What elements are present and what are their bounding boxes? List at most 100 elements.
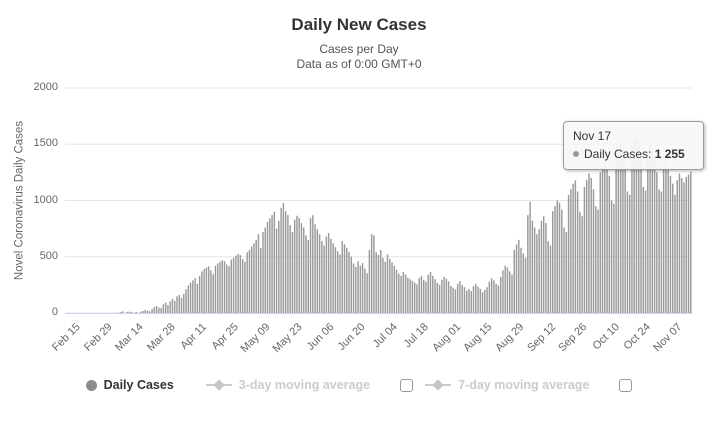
bar[interactable]: [323, 245, 325, 314]
bar[interactable]: [524, 257, 527, 314]
bar[interactable]: [226, 264, 228, 314]
bar[interactable]: [671, 183, 674, 314]
bar[interactable]: [658, 189, 660, 313]
bar[interactable]: [330, 238, 332, 313]
bar[interactable]: [461, 284, 463, 314]
bar[interactable]: [350, 256, 353, 313]
bar[interactable]: [391, 262, 393, 314]
bar[interactable]: [511, 274, 513, 313]
bar[interactable]: [212, 274, 214, 313]
bar[interactable]: [291, 232, 294, 313]
bar[interactable]: [676, 180, 678, 313]
bar[interactable]: [180, 297, 183, 313]
bar[interactable]: [278, 220, 280, 313]
bar[interactable]: [144, 309, 147, 313]
bar[interactable]: [196, 283, 199, 313]
bar[interactable]: [454, 289, 457, 314]
bar[interactable]: [432, 275, 434, 314]
bar[interactable]: [411, 280, 414, 313]
bar[interactable]: [561, 209, 563, 314]
bar[interactable]: [126, 311, 128, 314]
bar[interactable]: [130, 312, 133, 313]
bar[interactable]: [651, 148, 654, 313]
bar[interactable]: [601, 166, 604, 313]
bar[interactable]: [384, 261, 386, 313]
bar[interactable]: [425, 281, 427, 314]
bar[interactable]: [146, 310, 149, 313]
bar[interactable]: [545, 223, 547, 313]
bar[interactable]: [615, 157, 617, 313]
bar[interactable]: [241, 259, 244, 313]
bar[interactable]: [327, 233, 330, 314]
bar[interactable]: [495, 283, 497, 313]
bar[interactable]: [413, 282, 416, 314]
bar[interactable]: [493, 280, 495, 314]
bar[interactable]: [314, 224, 316, 314]
bar[interactable]: [556, 200, 558, 314]
bar[interactable]: [343, 244, 346, 314]
bar[interactable]: [142, 310, 144, 313]
bar[interactable]: [443, 277, 445, 313]
bar[interactable]: [364, 268, 366, 313]
bar[interactable]: [481, 292, 484, 313]
bar[interactable]: [171, 298, 174, 313]
bar[interactable]: [570, 189, 572, 313]
bar[interactable]: [316, 229, 319, 313]
bar[interactable]: [264, 227, 266, 314]
bar[interactable]: [447, 281, 450, 314]
bar[interactable]: [606, 169, 608, 313]
bar[interactable]: [436, 282, 439, 314]
bar[interactable]: [622, 147, 624, 314]
bar[interactable]: [409, 279, 411, 313]
bar[interactable]: [502, 270, 504, 313]
bar[interactable]: [192, 280, 194, 314]
bar[interactable]: [149, 311, 151, 313]
bar[interactable]: [250, 246, 253, 314]
bar[interactable]: [563, 227, 565, 314]
bar[interactable]: [613, 203, 615, 314]
bar[interactable]: [183, 293, 185, 314]
bar[interactable]: [393, 265, 396, 313]
bar[interactable]: [151, 309, 153, 313]
bar[interactable]: [459, 280, 461, 313]
bar[interactable]: [624, 161, 626, 314]
bar[interactable]: [681, 178, 683, 313]
bar[interactable]: [221, 260, 223, 314]
bar[interactable]: [669, 175, 672, 313]
bar[interactable]: [635, 135, 638, 313]
bar[interactable]: [552, 211, 554, 313]
bar[interactable]: [597, 209, 599, 314]
bar[interactable]: [205, 267, 208, 313]
bar[interactable]: [665, 161, 667, 314]
bar[interactable]: [456, 283, 459, 313]
bar[interactable]: [282, 202, 285, 313]
bar[interactable]: [463, 287, 466, 314]
bar[interactable]: [588, 173, 590, 314]
bar[interactable]: [309, 217, 312, 313]
bar[interactable]: [361, 262, 364, 313]
bar[interactable]: [287, 215, 289, 314]
bar[interactable]: [427, 274, 429, 313]
bar[interactable]: [515, 244, 518, 314]
bar[interactable]: [486, 287, 488, 314]
bar[interactable]: [389, 259, 391, 313]
bar[interactable]: [475, 283, 477, 313]
bar[interactable]: [366, 273, 368, 313]
bar[interactable]: [303, 227, 305, 314]
bar[interactable]: [576, 191, 579, 314]
bar[interactable]: [167, 305, 169, 314]
bar[interactable]: [289, 225, 291, 313]
bar[interactable]: [450, 286, 452, 313]
bar[interactable]: [472, 286, 475, 313]
bar[interactable]: [386, 254, 389, 314]
bar[interactable]: [266, 221, 269, 314]
bar[interactable]: [581, 216, 583, 313]
bar[interactable]: [549, 245, 552, 314]
bar[interactable]: [452, 287, 454, 313]
bar[interactable]: [189, 282, 192, 314]
bar[interactable]: [565, 232, 568, 313]
bar[interactable]: [246, 252, 248, 313]
bar[interactable]: [567, 194, 570, 314]
bar[interactable]: [187, 285, 190, 313]
bar[interactable]: [336, 251, 339, 314]
